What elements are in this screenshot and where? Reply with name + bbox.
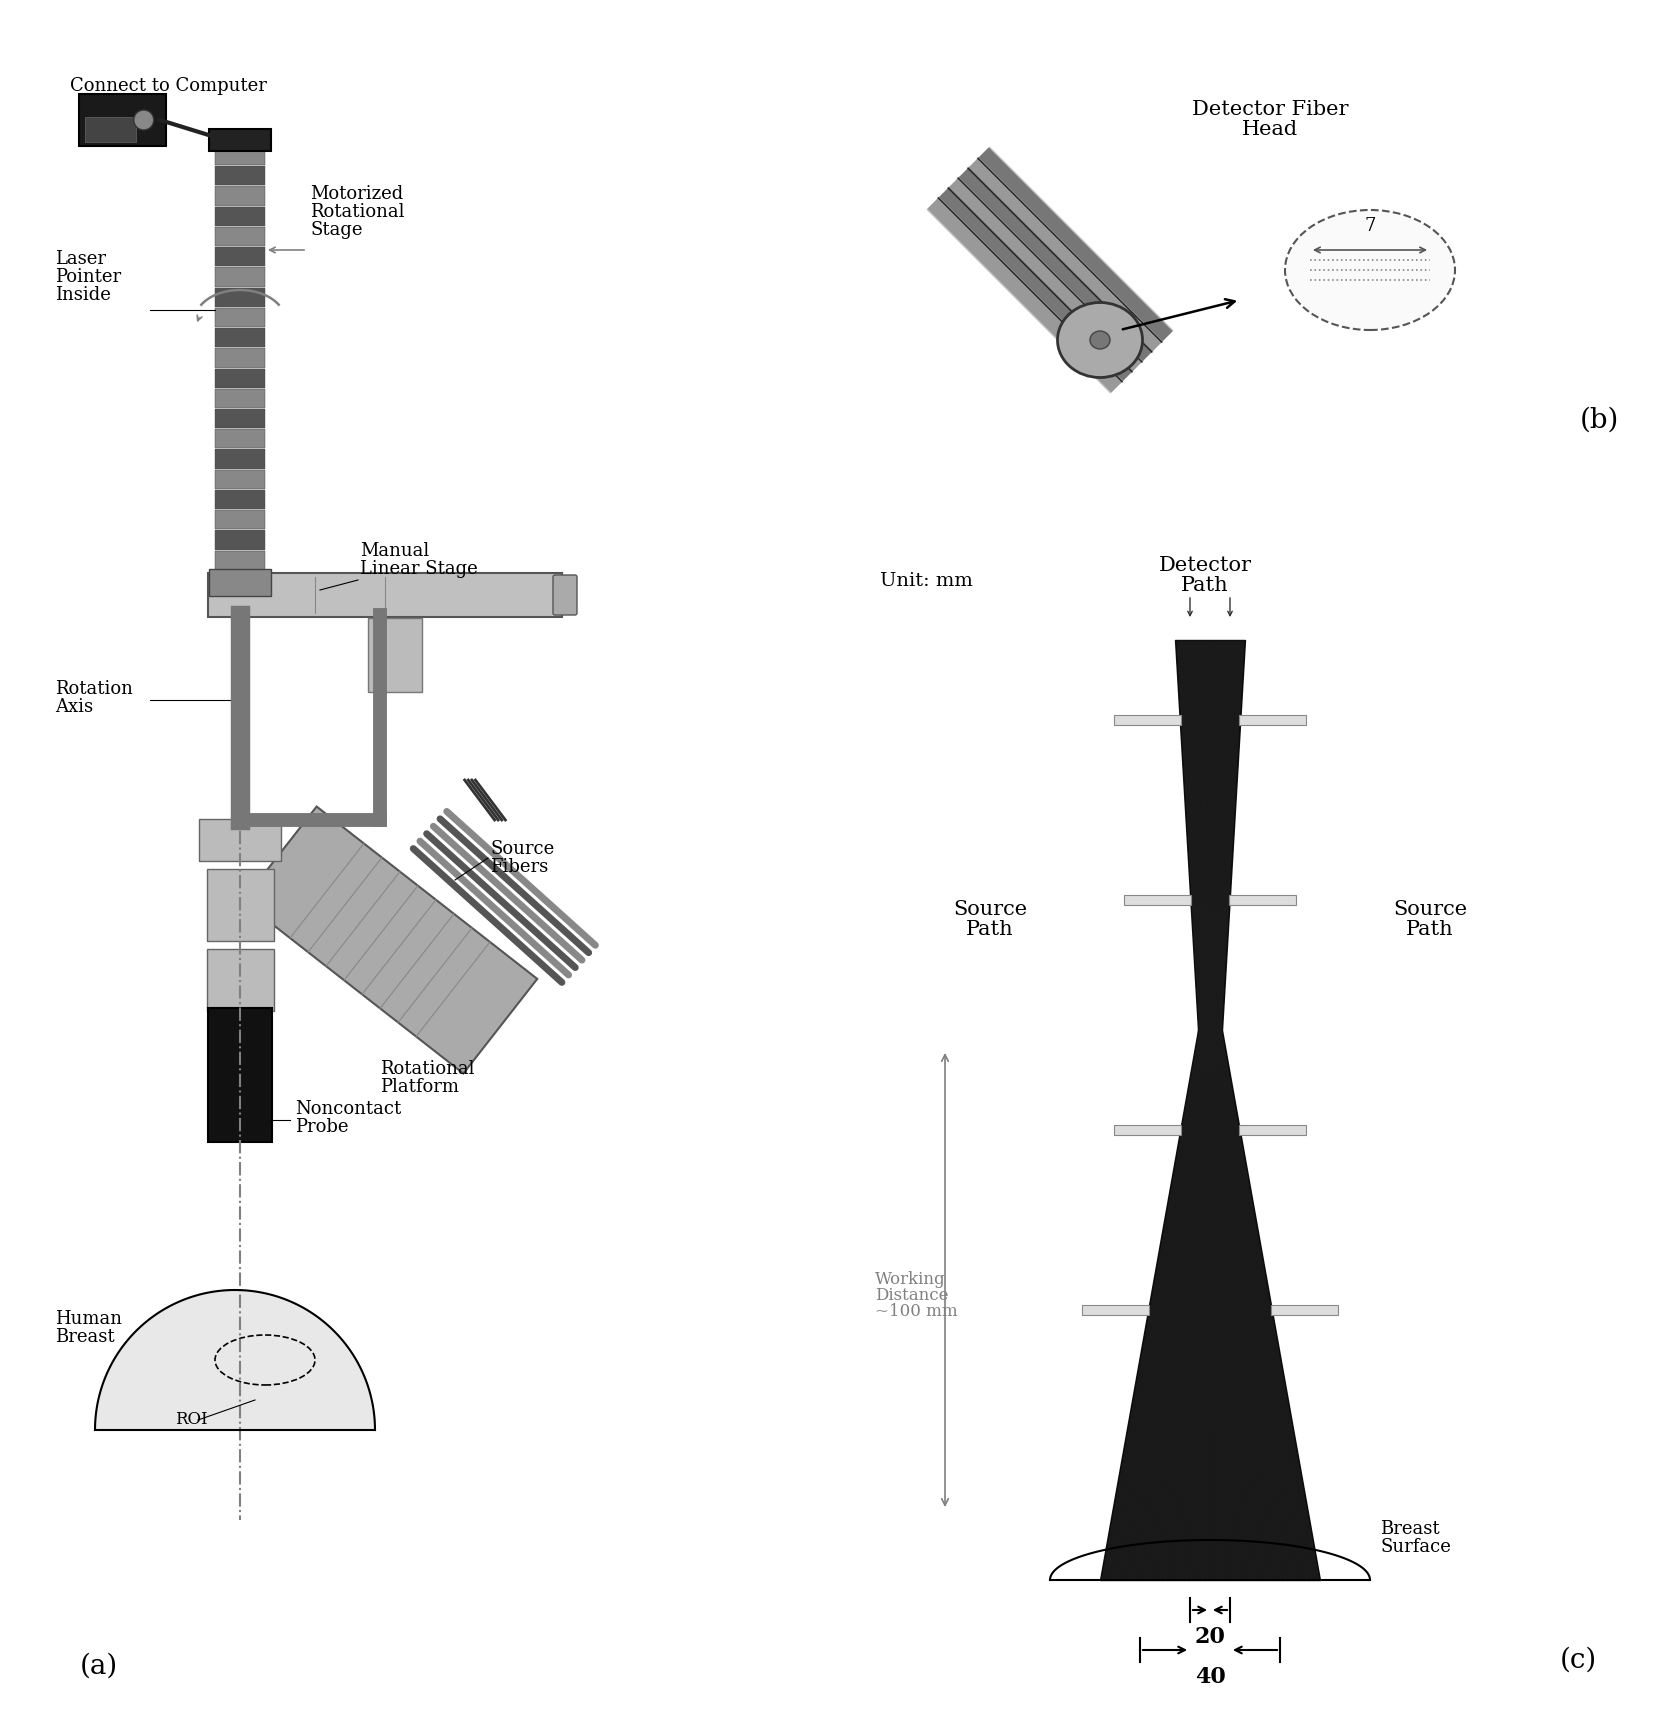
Text: Fibers: Fibers <box>490 857 548 876</box>
FancyBboxPatch shape <box>216 572 266 591</box>
Text: Inside: Inside <box>55 286 110 305</box>
Text: (c): (c) <box>1561 1647 1597 1673</box>
FancyBboxPatch shape <box>216 449 266 469</box>
FancyBboxPatch shape <box>216 430 266 449</box>
Ellipse shape <box>1058 303 1143 378</box>
Text: Platform: Platform <box>379 1077 460 1096</box>
Circle shape <box>134 111 154 130</box>
FancyBboxPatch shape <box>216 369 266 388</box>
FancyBboxPatch shape <box>207 573 561 617</box>
FancyBboxPatch shape <box>216 551 266 570</box>
Text: Detector: Detector <box>1158 556 1252 575</box>
Text: Head: Head <box>1242 120 1298 139</box>
FancyBboxPatch shape <box>1113 715 1181 726</box>
FancyBboxPatch shape <box>207 949 274 1011</box>
Text: (b): (b) <box>1581 407 1619 433</box>
Ellipse shape <box>1285 210 1455 331</box>
FancyBboxPatch shape <box>209 128 271 151</box>
Text: Manual: Manual <box>359 542 429 559</box>
Text: Stage: Stage <box>311 222 363 239</box>
Text: Path: Path <box>1407 920 1454 939</box>
Text: ROI: ROI <box>175 1412 207 1429</box>
FancyBboxPatch shape <box>1228 895 1295 906</box>
FancyBboxPatch shape <box>199 819 281 861</box>
Text: Probe: Probe <box>296 1117 349 1136</box>
FancyBboxPatch shape <box>368 618 423 693</box>
Text: Source: Source <box>1394 901 1467 920</box>
Text: Breast: Breast <box>1380 1521 1440 1538</box>
FancyBboxPatch shape <box>216 327 266 348</box>
Text: Path: Path <box>966 920 1014 939</box>
FancyBboxPatch shape <box>207 869 274 940</box>
FancyBboxPatch shape <box>216 206 266 225</box>
Polygon shape <box>242 807 538 1074</box>
Text: Human: Human <box>55 1309 122 1328</box>
FancyBboxPatch shape <box>216 490 266 509</box>
FancyBboxPatch shape <box>216 511 266 530</box>
FancyBboxPatch shape <box>1115 1126 1181 1134</box>
FancyBboxPatch shape <box>209 570 271 596</box>
FancyBboxPatch shape <box>216 388 266 409</box>
FancyBboxPatch shape <box>1240 715 1307 726</box>
FancyBboxPatch shape <box>216 248 266 267</box>
Text: 20: 20 <box>1195 1626 1225 1649</box>
FancyBboxPatch shape <box>207 1008 272 1141</box>
FancyBboxPatch shape <box>216 469 266 488</box>
FancyBboxPatch shape <box>1238 1126 1305 1134</box>
Text: Unit: mm: Unit: mm <box>881 572 973 591</box>
FancyBboxPatch shape <box>216 145 266 165</box>
FancyBboxPatch shape <box>79 94 165 145</box>
Text: Breast: Breast <box>55 1328 115 1346</box>
Polygon shape <box>95 1290 374 1431</box>
Text: Surface: Surface <box>1380 1538 1450 1555</box>
Text: Rotation: Rotation <box>55 681 134 698</box>
FancyBboxPatch shape <box>216 348 266 367</box>
FancyBboxPatch shape <box>216 267 266 286</box>
FancyBboxPatch shape <box>1125 895 1191 906</box>
FancyBboxPatch shape <box>216 409 266 428</box>
Text: Linear Stage: Linear Stage <box>359 559 478 578</box>
Ellipse shape <box>1089 331 1110 350</box>
Text: Motorized: Motorized <box>311 185 403 203</box>
FancyBboxPatch shape <box>216 166 266 185</box>
Text: Laser: Laser <box>55 249 105 268</box>
Text: 40: 40 <box>1195 1666 1225 1689</box>
Text: Source: Source <box>490 840 555 857</box>
FancyBboxPatch shape <box>85 118 135 142</box>
Text: Axis: Axis <box>55 698 94 715</box>
Text: Noncontact: Noncontact <box>296 1100 401 1117</box>
FancyBboxPatch shape <box>216 288 266 307</box>
Text: Pointer: Pointer <box>55 268 120 286</box>
FancyBboxPatch shape <box>216 530 266 549</box>
Text: Source: Source <box>952 901 1028 920</box>
Text: Detector Fiber: Detector Fiber <box>1191 100 1348 120</box>
Text: 7: 7 <box>1364 216 1375 236</box>
FancyBboxPatch shape <box>216 227 266 246</box>
FancyBboxPatch shape <box>553 575 576 615</box>
FancyBboxPatch shape <box>216 187 266 206</box>
Text: Working: Working <box>876 1271 946 1289</box>
Text: Rotational: Rotational <box>379 1060 475 1077</box>
FancyBboxPatch shape <box>1083 1304 1150 1315</box>
FancyBboxPatch shape <box>216 308 266 327</box>
FancyBboxPatch shape <box>1272 1304 1338 1315</box>
Text: Rotational: Rotational <box>311 203 404 222</box>
Text: Path: Path <box>1181 577 1228 596</box>
Text: ~100 mm: ~100 mm <box>876 1304 957 1320</box>
Text: Connect to Computer: Connect to Computer <box>70 76 267 95</box>
Text: (a): (a) <box>80 1652 119 1680</box>
Text: Distance: Distance <box>876 1287 949 1304</box>
